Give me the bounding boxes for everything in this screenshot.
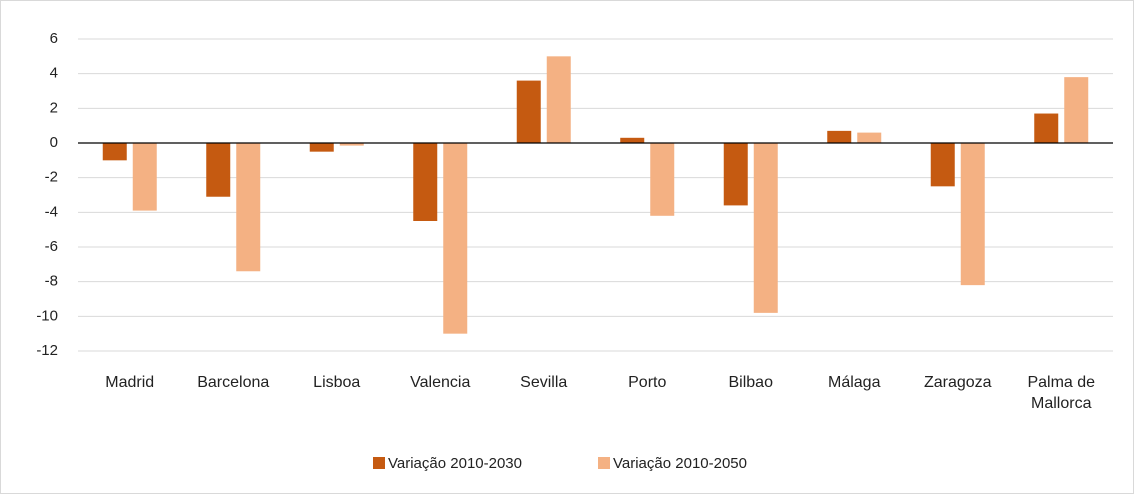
y-tick-label: -6 <box>45 238 58 255</box>
x-tick-label: Barcelona <box>197 374 270 391</box>
x-tick-label: Porto <box>628 374 667 391</box>
y-tick-label: -12 <box>36 342 58 359</box>
y-tick-label: 0 <box>50 134 58 151</box>
bar <box>132 143 157 211</box>
x-tick-label: Málaga <box>828 374 881 391</box>
x-tick-label: Bilbao <box>728 374 773 391</box>
bar <box>206 143 231 197</box>
y-tick-label: -4 <box>45 203 58 220</box>
x-tick-label: Zaragoza <box>923 374 992 391</box>
bar <box>960 143 985 286</box>
bar <box>516 80 541 143</box>
x-tick-label: Valencia <box>410 374 471 391</box>
x-tick-label: Madrid <box>105 374 155 391</box>
bar <box>723 143 748 206</box>
bar <box>753 143 778 313</box>
bar <box>443 143 468 334</box>
legend-swatch <box>598 457 610 469</box>
y-tick-label: 2 <box>50 99 58 116</box>
y-tick-label: -8 <box>45 273 58 290</box>
legend-label: Variação 2010-2050 <box>613 455 747 472</box>
y-tick-label: 6 <box>50 30 58 47</box>
x-tick-label: Sevilla <box>520 374 568 391</box>
x-tick-label: Palma de Mallorca <box>1027 374 1096 412</box>
y-tick-label: 4 <box>50 65 58 82</box>
bar <box>102 143 127 161</box>
bar <box>413 143 438 221</box>
legend-label: Variação 2010-2030 <box>388 455 522 472</box>
bar <box>546 56 571 144</box>
bar <box>1064 77 1089 143</box>
bar <box>857 132 882 143</box>
bar <box>309 143 334 152</box>
bar <box>650 143 675 216</box>
y-tick-label: -2 <box>45 169 58 186</box>
bar <box>1034 113 1059 143</box>
bar <box>236 143 261 272</box>
x-tick-label: Lisboa <box>313 374 361 391</box>
bar <box>827 130 852 143</box>
bar <box>930 143 955 187</box>
legend-swatch <box>373 457 385 469</box>
bar <box>339 143 364 146</box>
bar <box>620 137 645 143</box>
y-tick-label: -10 <box>36 307 58 324</box>
